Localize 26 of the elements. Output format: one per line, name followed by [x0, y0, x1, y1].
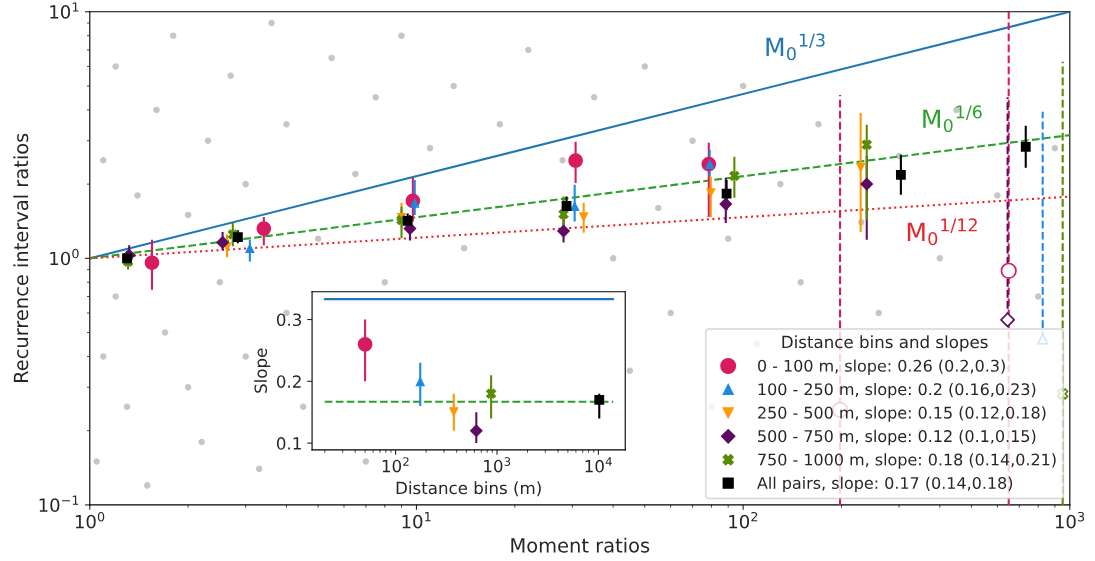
x-tick-label: 10$^{4}$	[585, 457, 612, 473]
y-tick-label: 0.3	[276, 313, 302, 327]
legend-label: 100 - 250 m, slope: 0.2 (0.16,0.23)	[758, 382, 1036, 399]
x-axis-title: Moment ratios	[511, 537, 650, 553]
x-tick-label: 10$^{2}$	[382, 457, 409, 473]
y-tick-label: 0.2	[276, 375, 301, 388]
y-tick-label: 10$^{0}$	[50, 248, 79, 266]
y-tick-label: 10$^{−1}$	[39, 495, 79, 512]
x-tick-label: 10$^{0}$	[75, 511, 105, 529]
legend-label: 500 - 750 m, slope: 0.12 (0.1,0.15)	[758, 429, 1036, 446]
x-tick-label: 10$^{2}$	[729, 511, 758, 529]
y-axis-title: Slope	[254, 348, 271, 393]
series-label: M$_{0}$$^{1/3}$	[766, 33, 825, 61]
legend-label: 0 - 100 m, slope: 0.26 (0.2,0.3)	[757, 359, 1005, 375]
x-tick-label: 10$^{1}$	[402, 512, 431, 529]
legend-label: All pairs, slope: 0.17 (0.14,0.18)	[757, 476, 1013, 493]
series-label: M$_{0}$$^{1/12}$	[907, 218, 977, 246]
y-axis-title: Recurrence interval ratios	[13, 133, 29, 383]
x-tick-label: 10$^{3}$	[484, 457, 511, 473]
legend-label: 750 - 1000 m, slope: 0.18 (0.14,0.21)	[758, 453, 1056, 469]
legend-title: Distance bins and slopes	[782, 335, 988, 352]
y-tick-label: 0.1	[276, 437, 301, 450]
x-axis-title: Distance bins (m)	[396, 481, 541, 497]
y-tick-label: 10$^{1}$	[50, 2, 79, 19]
series-label: M$_{0}$$^{1/6}$	[923, 105, 982, 133]
x-tick-label: 10$^{3}$	[1055, 511, 1085, 529]
